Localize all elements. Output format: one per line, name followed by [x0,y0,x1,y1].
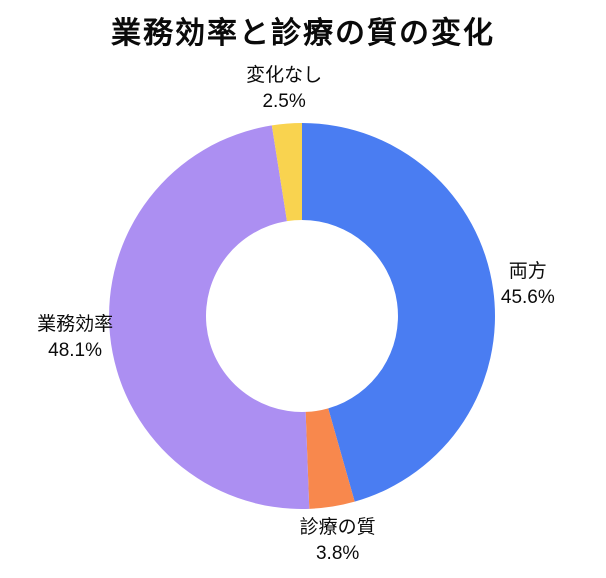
donut-slice-both [302,123,495,502]
donut-slice-care-quality [305,408,355,509]
slice-label-efficiency: 業務効率 48.1% [37,312,113,364]
slice-label-no-change-name: 変化なし [246,64,323,86]
donut-slice-efficiency [109,125,310,509]
slice-label-efficiency-name: 業務効率 [37,314,114,336]
slice-label-care-quality-pct: 3.8% [315,543,360,565]
donut-slice-no-change [271,123,302,222]
slice-label-both-name: 両方 [508,260,547,282]
slice-label-both-pct: 45.6% [500,286,555,308]
slice-label-care-quality: 診療の質 3.8% [300,515,376,567]
slice-label-both: 両方 45.6% [501,259,555,311]
slice-label-efficiency-pct: 48.1% [48,340,103,362]
slice-label-care-quality-name: 診療の質 [299,517,376,539]
slice-label-no-change: 変化なし 2.5% [246,63,322,115]
chart-title: 業務効率と診療の質の変化 [111,17,495,50]
slice-label-no-change-pct: 2.5% [262,90,306,112]
